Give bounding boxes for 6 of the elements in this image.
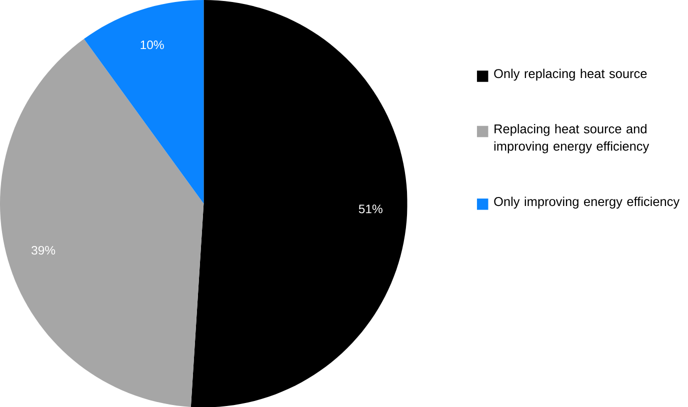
- data-label: 39%: [32, 246, 56, 254]
- legend-label: Replacing heat source and improving energy efficiency: [494, 124, 650, 154]
- data-label: 51%: [358, 204, 382, 214]
- legend-label: Only improving energy efficiency: [494, 196, 680, 208]
- data-label: 10%: [140, 40, 164, 49]
- legend-label: Only replacing heat source: [494, 68, 647, 80]
